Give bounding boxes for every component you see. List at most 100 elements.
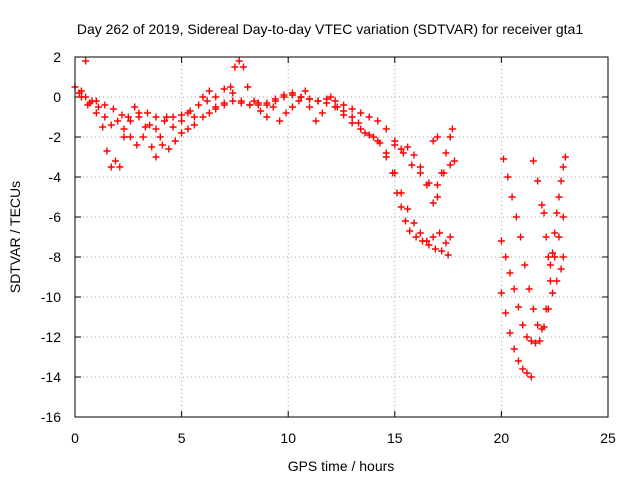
data-point [391, 141, 399, 149]
satellite-track-5 [497, 237, 567, 347]
data-point [450, 157, 458, 165]
data-point [269, 103, 277, 111]
data-point [525, 285, 533, 293]
data-point [444, 251, 452, 259]
data-point [239, 63, 247, 71]
data-point [553, 277, 561, 285]
data-point [178, 111, 186, 119]
data-point [306, 103, 314, 111]
x-tick-label: 5 [178, 430, 186, 446]
data-point [365, 131, 373, 139]
data-point [544, 253, 552, 261]
data-point [429, 199, 437, 207]
data-point [141, 123, 149, 131]
data-point [195, 101, 203, 109]
data-point [410, 219, 418, 227]
data-point [190, 113, 198, 121]
data-point [348, 113, 356, 121]
data-point [404, 205, 412, 213]
data-point [527, 337, 535, 345]
data-point [551, 229, 559, 237]
data-point [397, 203, 405, 211]
data-point [357, 125, 365, 133]
data-point [120, 125, 128, 133]
data-point [152, 153, 160, 161]
data-point [355, 119, 363, 127]
data-point [148, 143, 156, 151]
data-point [250, 97, 258, 105]
data-point [425, 241, 433, 249]
data-point [229, 97, 237, 105]
data-point [88, 97, 96, 105]
data-point [220, 101, 228, 109]
data-point [559, 163, 567, 171]
data-point [84, 101, 92, 109]
data-point [508, 193, 516, 201]
data-point [529, 305, 537, 313]
y-tick-label: -2 [49, 129, 62, 145]
data-point [318, 109, 326, 117]
data-point [77, 93, 85, 101]
data-point [553, 209, 561, 217]
data-point [397, 189, 405, 197]
data-point [94, 103, 102, 111]
data-point [374, 117, 382, 125]
data-point [534, 177, 542, 185]
y-tick-label: -8 [49, 249, 62, 265]
data-point [295, 97, 303, 105]
data-point [397, 145, 405, 153]
data-point [412, 233, 420, 241]
data-point [323, 95, 331, 103]
data-point [555, 193, 563, 201]
data-point [103, 147, 111, 155]
data-point [184, 125, 192, 133]
data-point [361, 129, 369, 137]
data-point [523, 333, 531, 341]
data-point [519, 321, 527, 329]
data-points-layer [71, 57, 569, 381]
data-point [131, 103, 139, 111]
data-point [404, 143, 412, 151]
data-point [161, 117, 169, 125]
data-point [382, 149, 390, 157]
y-axis-label: SDTVAR / TECUs [7, 181, 23, 293]
data-point [542, 305, 550, 313]
data-point [436, 229, 444, 237]
satellite-track-6 [497, 289, 535, 381]
data-point [433, 181, 441, 189]
data-point [408, 161, 416, 169]
data-point [382, 125, 390, 133]
data-point [529, 157, 537, 165]
data-point [205, 109, 213, 117]
data-point [416, 169, 424, 177]
data-point [199, 113, 207, 121]
data-point [448, 125, 456, 133]
plot-frame [74, 56, 609, 418]
data-point [340, 111, 348, 119]
data-point [297, 93, 305, 101]
data-point [514, 303, 522, 311]
data-point [120, 133, 128, 141]
data-point [429, 233, 437, 241]
data-point [536, 337, 544, 345]
data-point [101, 101, 109, 109]
data-point [502, 253, 510, 261]
y-tick-label: 2 [53, 49, 61, 65]
y-tick-label: -14 [41, 369, 61, 385]
data-point [365, 113, 373, 121]
data-point [112, 157, 120, 165]
data-point [139, 133, 147, 141]
satellite-track-7 [500, 155, 567, 333]
satellite-track-8 [529, 153, 569, 269]
data-point [312, 117, 320, 125]
chart-title: Day 262 of 2019, Sidereal Day-to-day VTE… [77, 21, 584, 37]
data-point [549, 289, 557, 297]
data-point [126, 117, 134, 125]
data-point [280, 91, 288, 99]
y-tick-label: -10 [41, 289, 61, 305]
data-point [263, 113, 271, 121]
y-tick-label: -12 [41, 329, 61, 345]
data-point [190, 121, 198, 129]
satellite-track-3 [77, 85, 458, 189]
